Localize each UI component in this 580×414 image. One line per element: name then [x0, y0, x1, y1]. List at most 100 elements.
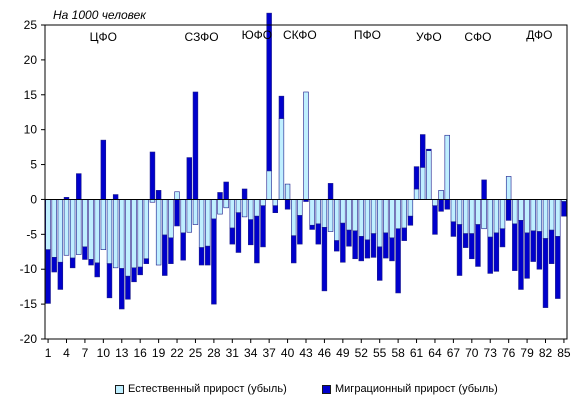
bar-migration-66: [444, 199, 450, 210]
bar-migration-55: [376, 246, 383, 281]
bar-migration-65: [438, 199, 444, 212]
bar-natural-70: [469, 199, 475, 234]
bar-natural-4: [63, 199, 70, 256]
bar-migration-23: [180, 232, 186, 261]
legend: Естественный прирост (убыль) Миграционны…: [0, 383, 580, 403]
x-tick-label-46: 46: [318, 346, 332, 360]
unit-label: На 1000 человек: [53, 8, 147, 22]
y-tick-label--15: -15: [20, 297, 38, 311]
bar-migration-78: [518, 220, 524, 290]
bar-migration-83: [548, 229, 555, 264]
bar-natural-14: [125, 199, 131, 277]
bar-migration-31: [229, 227, 236, 245]
bar-migration-15: [131, 267, 137, 283]
bar-natural-36: [260, 199, 266, 207]
bar-migration-29: [217, 192, 223, 200]
bar-migration-64: [432, 205, 438, 235]
bar-natural-42: [297, 199, 303, 216]
bar-natural-60: [407, 199, 414, 217]
bar-migration-8: [88, 259, 94, 266]
bar-migration-75: [499, 228, 506, 248]
x-tick-label-43: 43: [299, 346, 313, 360]
bar-natural-61: [413, 188, 420, 200]
bar-natural-44: [309, 199, 315, 226]
x-tick-label-70: 70: [465, 346, 479, 360]
bar-migration-19: [155, 190, 162, 200]
bar-natural-56: [383, 199, 389, 234]
bar-natural-68: [456, 199, 463, 225]
bar-natural-54: [370, 199, 377, 234]
bar-migration-44: [309, 224, 315, 230]
bar-migration-77: [512, 223, 518, 271]
bar-migration-40: [284, 199, 291, 210]
bar-natural-46: [321, 199, 328, 228]
bar-natural-38: [272, 199, 278, 207]
x-tick-label-73: 73: [484, 346, 498, 360]
legend-label-migration: Миграционный прирост (убыль): [335, 383, 498, 395]
y-tick-label-15: 15: [24, 88, 38, 102]
bar-migration-34: [248, 219, 254, 246]
bar-natural-22: [174, 191, 180, 200]
bar-natural-69: [462, 199, 469, 234]
bar-natural-34: [248, 199, 254, 220]
bar-natural-77: [512, 199, 518, 225]
x-tick-label-37: 37: [262, 346, 276, 360]
bar-natural-53: [364, 199, 371, 241]
bar-natural-55: [376, 199, 383, 248]
bar-migration-45: [315, 223, 321, 245]
x-tick-label-85: 85: [557, 346, 571, 360]
y-tick-label--20: -20: [20, 332, 38, 346]
bar-natural-35: [254, 199, 260, 217]
bar-migration-71: [475, 224, 481, 267]
bar-natural-47: [327, 199, 334, 232]
bar-natural-73: [487, 199, 493, 238]
district-label-СФО: СФО: [464, 30, 491, 44]
bar-natural-84: [555, 199, 561, 237]
bar-migration-52: [358, 236, 364, 262]
bar-natural-40: [284, 183, 291, 200]
bar-natural-67: [450, 199, 457, 223]
bar-natural-50: [346, 199, 352, 231]
bar-migration-68: [456, 224, 463, 276]
x-tick-label-25: 25: [189, 346, 203, 360]
bar-migration-32: [235, 212, 242, 253]
bar-migration-30: [223, 181, 229, 200]
bar-natural-19: [155, 199, 162, 266]
bar-migration-6: [76, 173, 82, 200]
bar-migration-25: [192, 91, 199, 200]
bar-migration-3: [57, 261, 64, 290]
bar-migration-79: [524, 232, 530, 279]
bar-migration-26: [198, 247, 205, 266]
bar-migration-36: [260, 205, 266, 248]
bar-migration-2: [51, 257, 57, 273]
bar-migration-18: [149, 151, 156, 200]
bar-natural-66: [444, 134, 450, 200]
bar-natural-3: [57, 199, 64, 263]
bar-natural-10: [100, 199, 107, 250]
bar-migration-13: [119, 268, 125, 310]
bar-migration-46: [321, 227, 328, 292]
bar-natural-76: [505, 176, 512, 200]
bar-natural-16: [137, 199, 143, 268]
bar-natural-39: [278, 118, 285, 200]
bar-natural-41: [291, 199, 297, 237]
bar-migration-17: [143, 258, 150, 264]
bar-natural-11: [106, 199, 113, 264]
y-tick-label-10: 10: [24, 123, 38, 137]
bar-migration-85: [561, 201, 567, 217]
x-tick-label-19: 19: [152, 346, 166, 360]
bar-natural-37: [266, 170, 272, 200]
x-tick-label-10: 10: [97, 346, 111, 360]
bar-natural-5: [69, 199, 76, 259]
bar-natural-65: [438, 190, 444, 200]
bar-migration-81: [536, 231, 543, 270]
district-label-СКФО: СКФО: [283, 28, 317, 42]
x-tick-label-1: 1: [45, 346, 52, 360]
bar-migration-69: [462, 233, 469, 248]
bar-migration-5: [69, 257, 76, 269]
legend-swatch-migration: [322, 384, 331, 394]
bar-migration-27: [205, 245, 211, 266]
bar-natural-82: [542, 199, 549, 239]
bar-natural-62: [419, 167, 426, 200]
x-tick-label-34: 34: [244, 346, 258, 360]
